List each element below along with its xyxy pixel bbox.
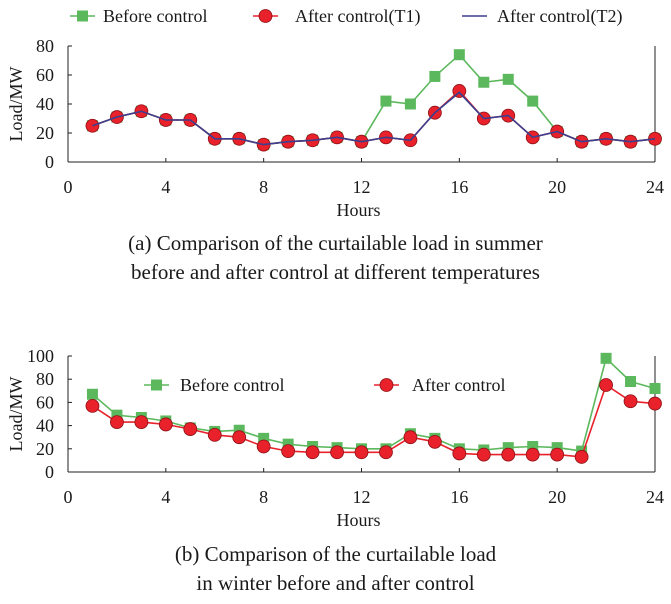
winter-series-2-point (599, 378, 613, 392)
summer-legend-2-label: After control(T1) (295, 6, 420, 27)
summer-x-tick-label: 4 (161, 177, 170, 197)
caption-winter-line-1: (b) Comparison of the curtailable load (174, 542, 497, 566)
summer-legend-3-label: After control(T2) (497, 6, 622, 27)
summer-x-axis-title: Hours (337, 200, 381, 220)
winter-y-axis-title: Load/MW (6, 377, 26, 452)
winter-x-tick-label: 0 (64, 487, 73, 507)
winter-series-2-point (525, 447, 540, 462)
winter-legend-2-label: After control (412, 375, 505, 395)
summer-series-1-point (404, 98, 416, 110)
winter-legend-1-label: Before control (180, 375, 284, 395)
winter-series-2-point (550, 447, 565, 462)
summer-y-tick-label: 40 (36, 94, 54, 114)
winter-y-tick-label: 0 (45, 462, 54, 482)
winter-x-tick-label: 8 (259, 487, 268, 507)
winter-legend-2-marker (379, 378, 394, 392)
winter-x-tick-label: 4 (161, 487, 170, 507)
winter-x-tick-label: 24 (646, 487, 664, 507)
winter-series-2-point (427, 434, 442, 449)
winter-series-2-point (256, 439, 271, 454)
summer-series-1-point (380, 95, 392, 107)
winter-series-1-point (502, 442, 514, 454)
summer-y-axis-title: Load/MW (6, 67, 26, 142)
winter-series-2-point (183, 422, 198, 436)
summer-legend-1-label: Before control (103, 6, 207, 26)
winter-legend-1-marker (151, 379, 162, 391)
summer-series-1-point (478, 76, 490, 88)
summer-series-3-line (92, 91, 656, 146)
winter-series-2-point (305, 445, 320, 460)
winter-series-1-point (600, 352, 612, 364)
winter-series-1-line (91, 356, 656, 452)
winter-series-2-point (379, 445, 393, 460)
winter-y-tick-label: 80 (36, 369, 54, 389)
winter-series-1-point (551, 442, 563, 454)
summer-y-tick-label: 20 (36, 123, 54, 143)
summer-series-2-point (85, 118, 100, 133)
winter-series-1-point (233, 424, 245, 436)
winter-y-tick-label: 100 (27, 346, 54, 366)
winter-series-2-line (92, 383, 656, 458)
winter-series-2-point (330, 445, 344, 460)
winter-series-1-point (86, 388, 98, 400)
winter-series-1-point (282, 438, 294, 450)
summer-series-1-point (453, 49, 465, 61)
summer-y-tick-label: 80 (36, 36, 54, 56)
winter-series-2-point (452, 446, 467, 461)
summer-x-tick-label: 8 (259, 177, 268, 197)
summer-y-tick-label: 0 (45, 152, 54, 172)
summer-x-tick-label: 12 (353, 177, 371, 197)
winter-series-2-point (354, 445, 369, 460)
winter-series-1-point (111, 409, 123, 421)
winter-series-2-point (158, 417, 173, 432)
summer-y-tick-label: 60 (36, 65, 54, 85)
winter-series-1-point (649, 382, 661, 394)
winter-y-tick-label: 60 (36, 392, 54, 412)
winter-series-2-point (476, 447, 491, 462)
caption-winter-line-2: in winter before and after control (196, 571, 475, 595)
summer-x-tick-label: 20 (548, 177, 566, 197)
winter-x-tick-label: 20 (548, 487, 566, 507)
winter-x-tick-label: 16 (450, 487, 468, 507)
summer-x-tick-label: 0 (64, 177, 73, 197)
summer-series-1-point (502, 73, 514, 85)
caption-summer-line-1: (a) Comparison of the curtailable load i… (128, 231, 543, 255)
winter-series-2-point (623, 394, 638, 409)
summer-x-tick-label: 16 (450, 177, 468, 197)
winter-series-1-point (625, 376, 637, 388)
winter-series-2-point (207, 427, 222, 442)
summer-series-1-line (92, 53, 656, 146)
summer-x-tick-label: 24 (646, 177, 664, 197)
winter-series-2-point (281, 444, 296, 459)
winter-series-2-point (574, 450, 589, 464)
winter-x-axis-title: Hours (337, 510, 381, 530)
summer-series-1-point (527, 95, 539, 107)
winter-series-2-point (134, 415, 149, 430)
caption-winter: (b) Comparison of the curtailable load i… (0, 540, 671, 598)
winter-series-2-point (648, 396, 662, 411)
winter-x-tick-label: 12 (353, 487, 371, 507)
winter-y-tick-label: 20 (36, 439, 54, 459)
summer-legend-2-marker (258, 9, 273, 23)
winter-y-tick-label: 40 (36, 416, 54, 436)
winter-series-2-point (110, 415, 124, 430)
summer-series-1-point (429, 70, 441, 82)
caption-summer: (a) Comparison of the curtailable load i… (0, 229, 671, 287)
winter-series-2-point (85, 398, 100, 413)
winter-series-2-point (403, 430, 418, 445)
caption-summer-line-2: before and after control at different te… (131, 260, 540, 284)
winter-series-2-point (232, 430, 247, 445)
winter-series-2-point (501, 447, 516, 462)
summer-legend-1-marker (77, 10, 88, 22)
winter-series-1-point (258, 432, 270, 444)
winter-series-1-point (527, 440, 539, 452)
